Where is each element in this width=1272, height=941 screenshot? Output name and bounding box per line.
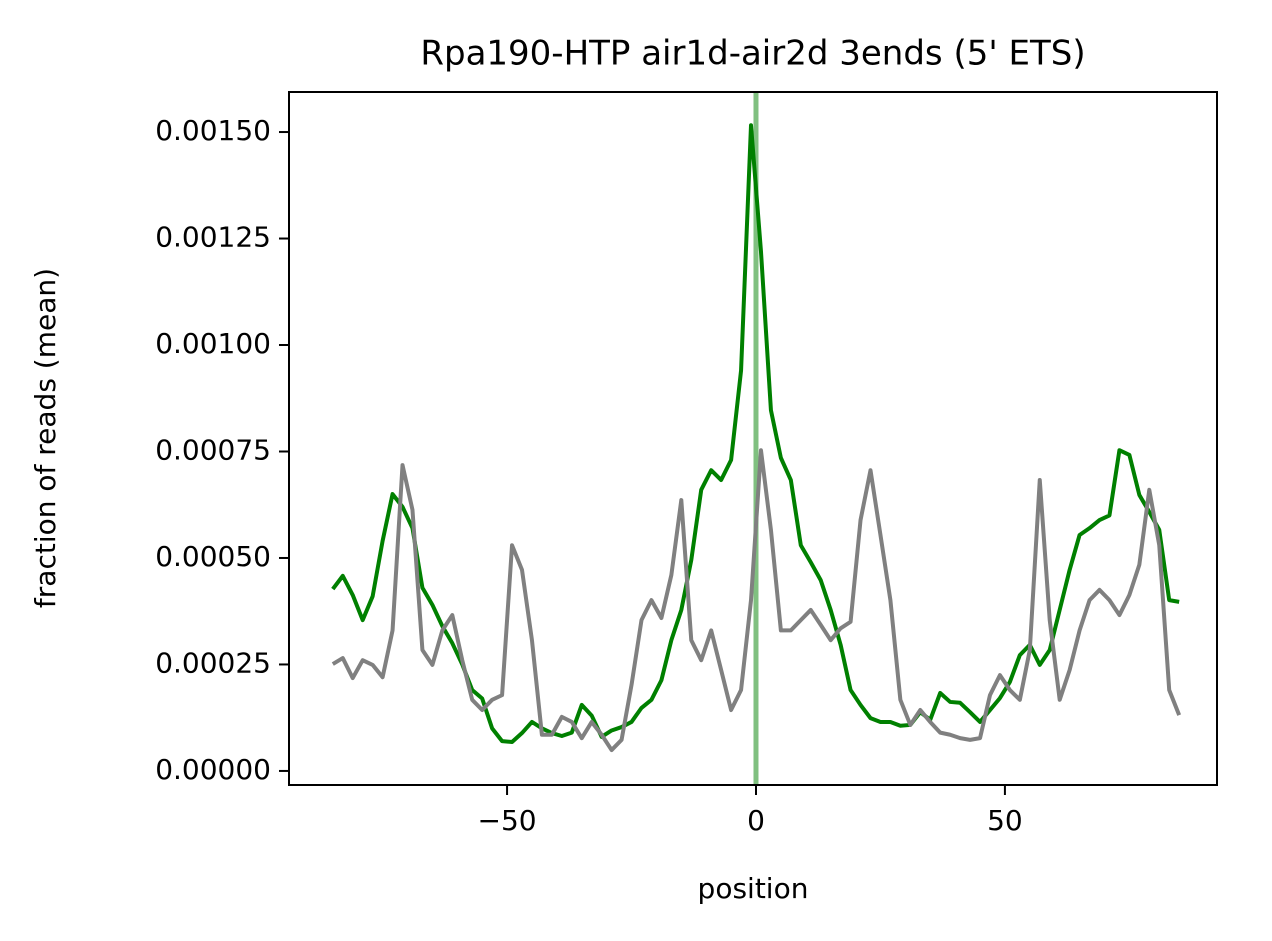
x-tick-label: 0 <box>747 804 765 837</box>
x-tick-label: 50 <box>987 804 1023 837</box>
chart-title: Rpa190-HTP air1d-air2d 3ends (5' ETS) <box>420 34 1085 74</box>
y-tick-label: 0.00100 <box>155 327 271 360</box>
line <box>331 448 1182 753</box>
y-tick-label: 0.00050 <box>155 540 271 573</box>
y-tick-label: 0.00150 <box>155 114 271 147</box>
y-tick-label: 0.00125 <box>155 221 271 254</box>
y-tick-label: 0.00000 <box>155 753 271 786</box>
y-axis-label: fraction of reads (mean) <box>29 268 62 608</box>
plot-frame <box>288 91 1218 786</box>
y-tick-label: 0.00075 <box>155 433 271 466</box>
y-tick-label: 0.00025 <box>155 646 271 679</box>
x-tick-label: −50 <box>478 804 537 837</box>
x-axis-label: position <box>698 872 809 905</box>
line <box>331 123 1180 744</box>
